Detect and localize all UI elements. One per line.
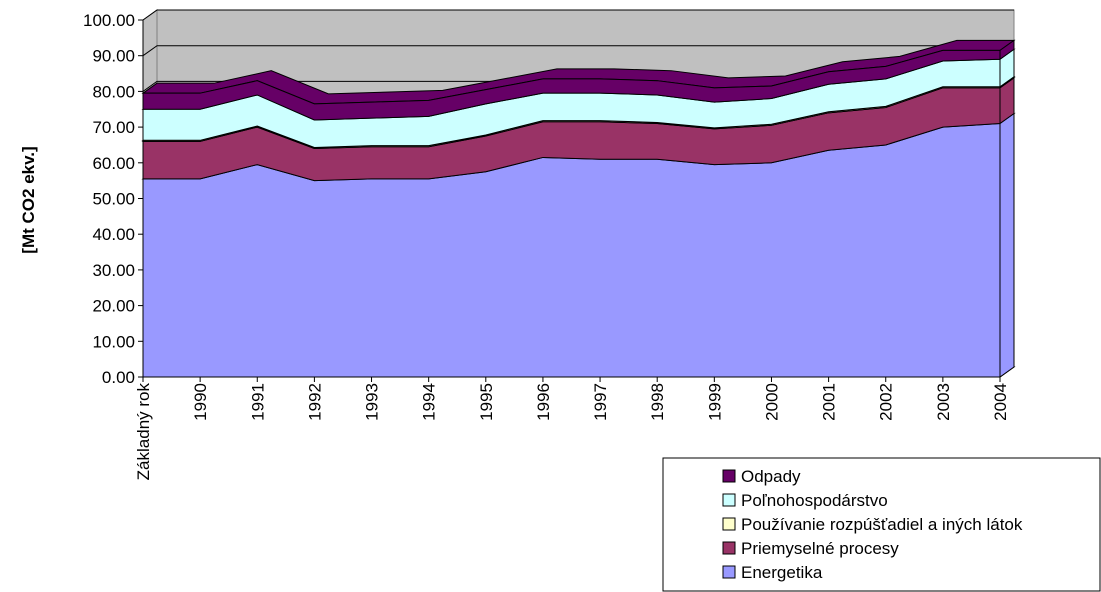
y-tick-label: 30.00 [92,261,135,280]
x-tick-label: 1998 [648,383,667,421]
area-side-face [999,112,1015,378]
y-tick-label: 60.00 [92,154,135,173]
y-tick-label: 80.00 [92,82,135,101]
legend-label: Energetika [741,563,823,582]
x-tick-label: 1999 [705,383,724,421]
legend-label: Odpady [741,467,801,486]
y-tick-label: 20.00 [92,297,135,316]
legend-swatch [722,469,736,483]
x-tick-label: 1990 [191,383,210,421]
y-tick-label: 40.00 [92,225,135,244]
y-tick-label: 0.00 [102,368,135,387]
legend-swatch [722,565,736,579]
x-tick-label: 1996 [534,383,553,421]
x-tick-label: 1995 [477,383,496,421]
grid-line [142,45,1014,57]
legend-swatch [722,541,736,555]
legend-label: Poľnohospodárstvo [741,491,888,510]
x-tick-label: 2000 [762,383,781,421]
legend-swatch [722,517,736,531]
x-tick-label: 2002 [877,383,896,421]
legend-box [662,457,1101,592]
y-tick-label: 50.00 [92,190,135,209]
grid-line [142,9,1014,21]
x-tick-label: 2004 [991,383,1010,421]
y-tick-label: 90.00 [92,47,135,66]
x-tick-label: Základný rok [134,383,153,481]
x-tick-label: 2001 [820,383,839,421]
legend-label: Priemyselné procesy [741,539,899,558]
x-tick-label: 1997 [591,383,610,421]
y-tick-label: 10.00 [92,332,135,351]
x-tick-label: 1992 [305,383,324,421]
x-tick-label: 1994 [420,383,439,421]
legend-label: Používanie rozpúšťadiel a iných látok [741,515,1023,534]
x-tick-label: 1991 [248,383,267,421]
y-axis-label: [Mt CO2 ekv.] [19,146,38,253]
y-tick-label: 100.00 [83,11,135,30]
area [142,49,1001,121]
y-tick-label: 70.00 [92,118,135,137]
x-tick-label: 1993 [363,383,382,421]
legend-swatch [722,493,736,507]
x-tick-label: 2003 [934,383,953,421]
